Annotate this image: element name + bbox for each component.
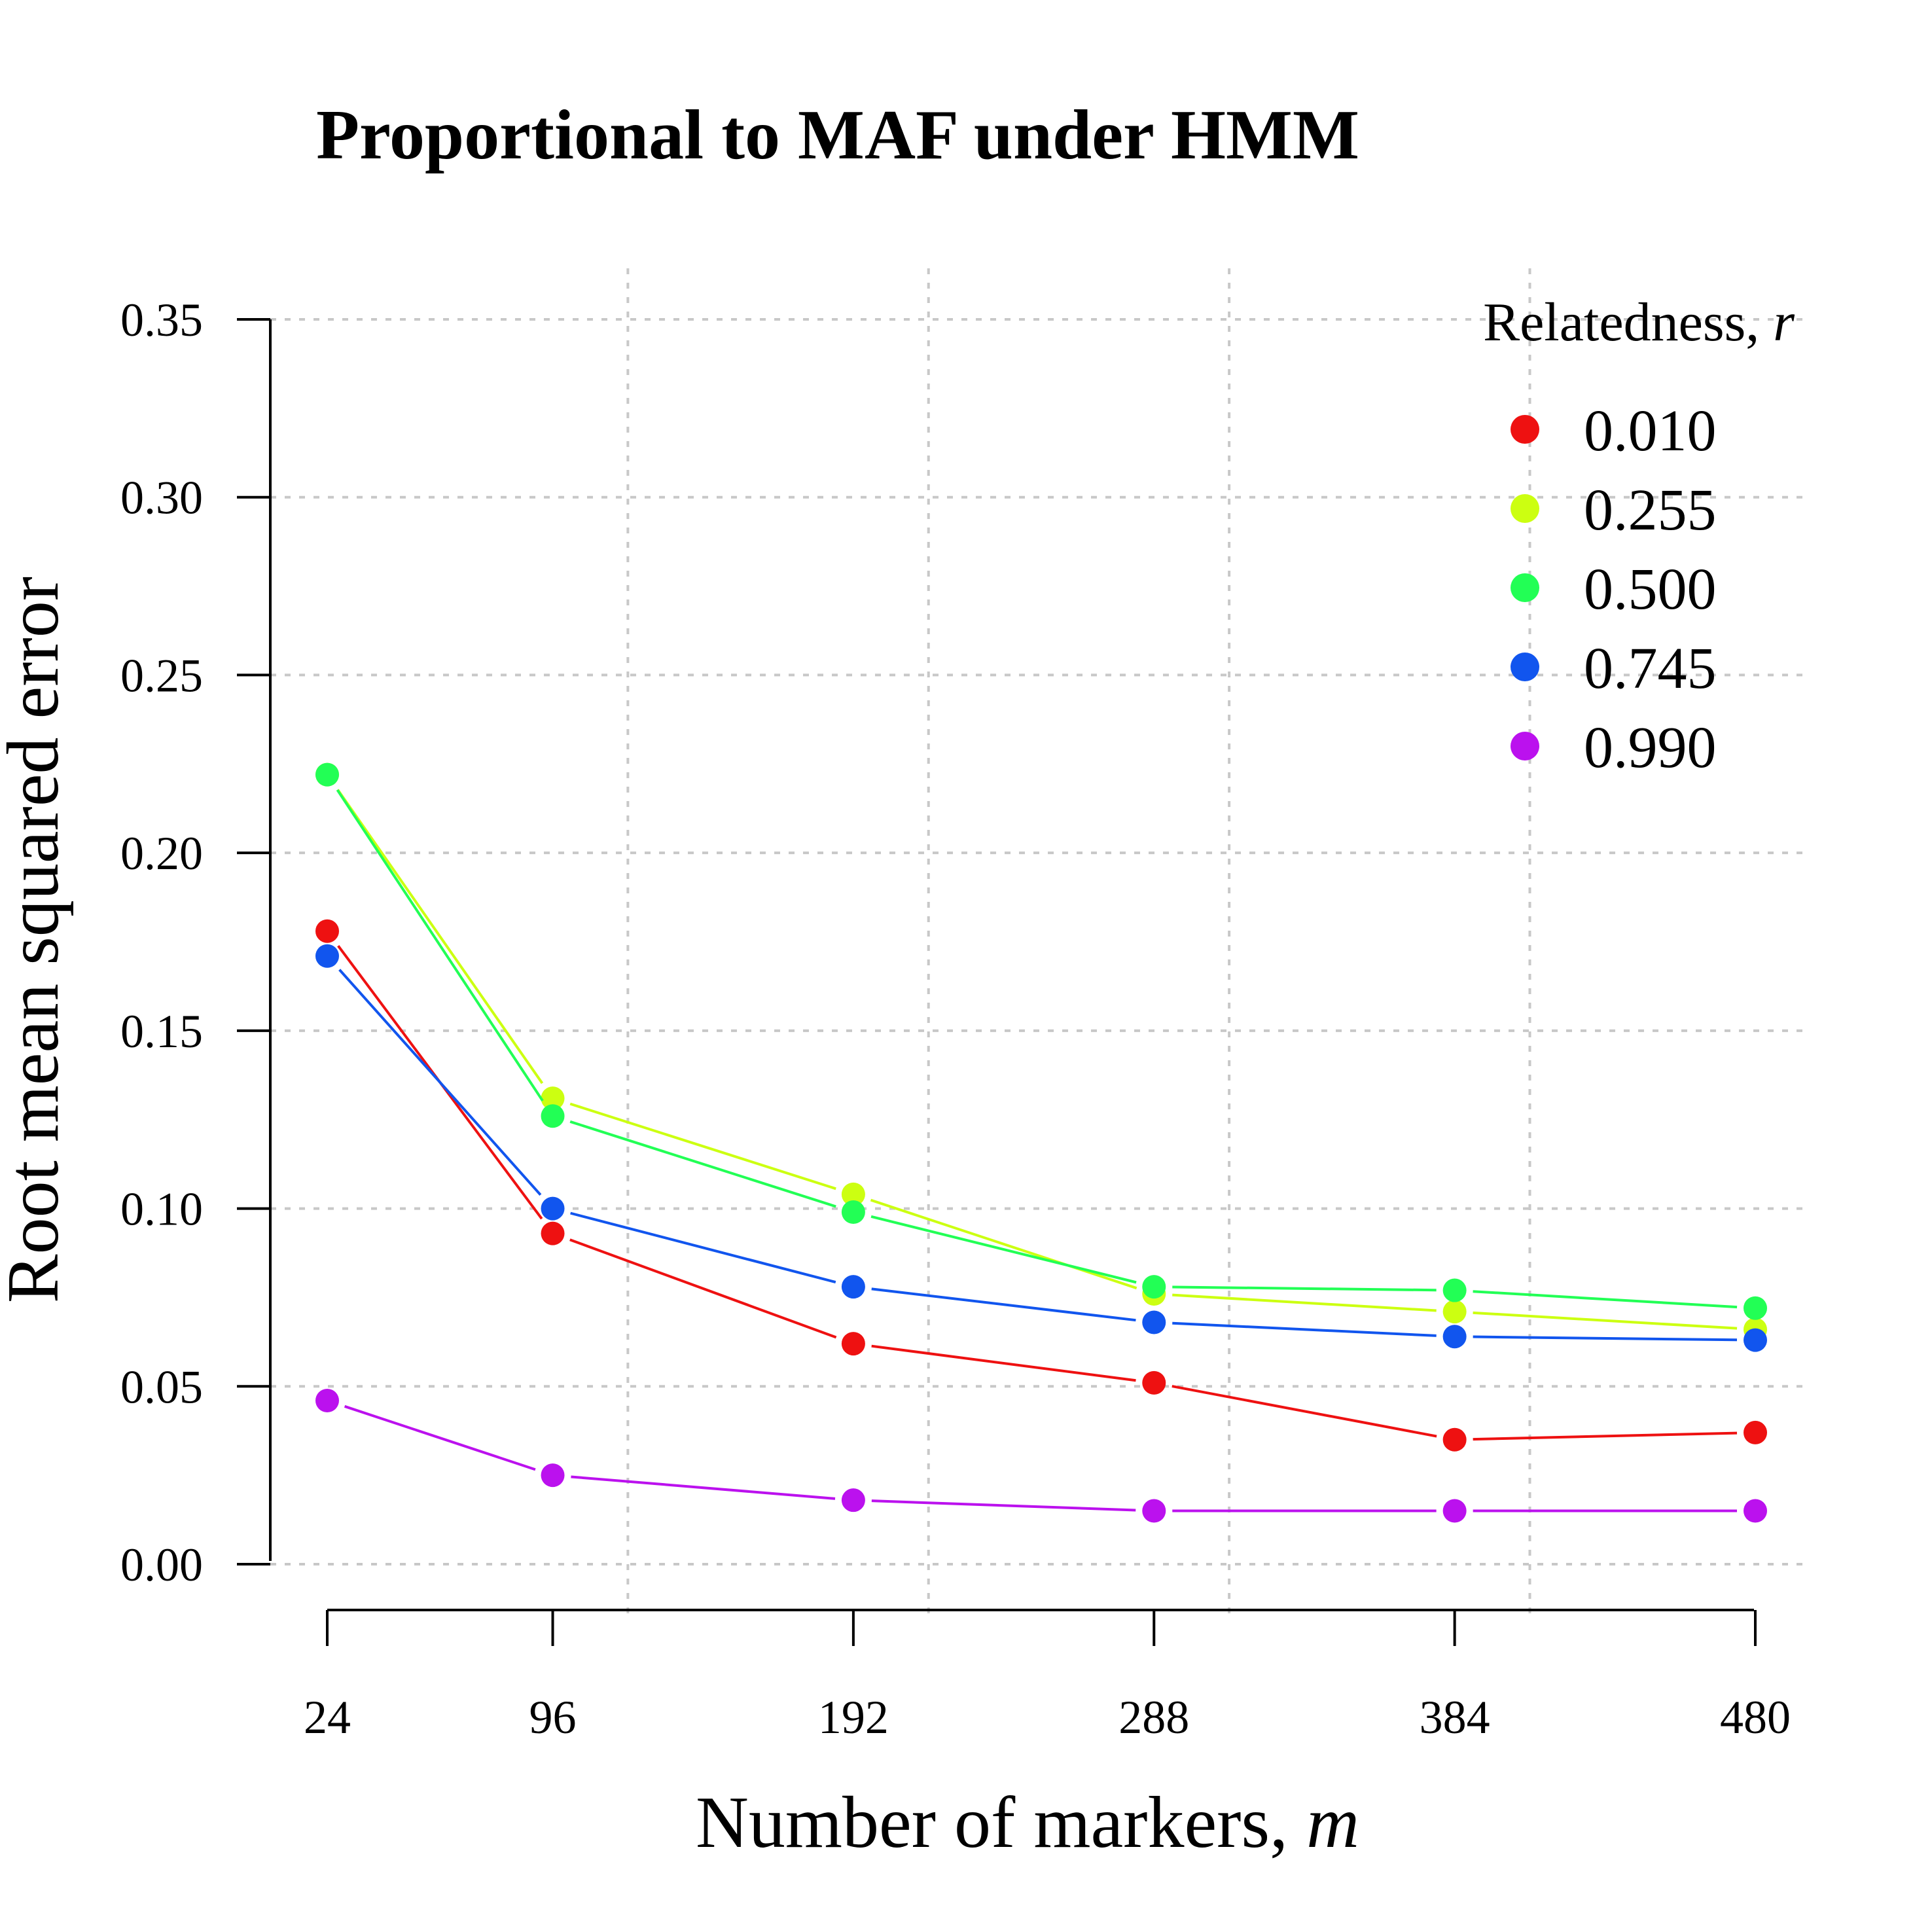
series-segment	[338, 969, 542, 1196]
legend-marker	[1511, 573, 1539, 602]
data-point	[841, 1182, 865, 1206]
series-segment	[569, 1238, 837, 1339]
data-point	[541, 1086, 565, 1111]
data-point	[541, 1196, 565, 1221]
x-tick-label: 192	[818, 1691, 889, 1744]
data-point	[841, 1488, 865, 1512]
data-point	[1142, 1370, 1166, 1395]
series-segment	[1172, 1293, 1437, 1312]
data-point	[1142, 1310, 1166, 1334]
data-point	[1442, 1427, 1467, 1452]
data-point	[841, 1200, 865, 1225]
data-point	[315, 919, 339, 943]
series-segment	[570, 1211, 836, 1284]
y-tick-label: 0.00	[120, 1539, 203, 1591]
x-tick-label: 480	[1720, 1691, 1791, 1744]
series-group	[315, 762, 1767, 1523]
series-segment	[1172, 1285, 1437, 1292]
series-segment	[1172, 1385, 1437, 1438]
data-point	[315, 1389, 339, 1413]
x-tick-label: 96	[529, 1691, 577, 1744]
series-segment	[571, 1475, 836, 1500]
x-tick-label: 288	[1118, 1691, 1189, 1744]
data-point	[541, 1463, 565, 1488]
series-segment	[336, 789, 544, 1102]
data-point	[1744, 1328, 1767, 1352]
y-tick-label: 0.25	[120, 649, 203, 702]
legend-label: 0.500	[1584, 557, 1717, 622]
legend-label: 0.010	[1584, 399, 1717, 463]
y-tick-label: 0.05	[120, 1361, 203, 1413]
series-segment	[569, 1102, 836, 1190]
data-point	[841, 1332, 865, 1356]
y-tick-label: 0.15	[120, 1005, 203, 1058]
y-axis-title: Root mean squared error	[0, 577, 74, 1303]
data-point	[1142, 1499, 1166, 1523]
y-axis-ticks: 0.00 0.05 0.10 0.15 0.20 0.25 0.30 0.35	[120, 294, 270, 1591]
series-segment	[871, 1499, 1136, 1512]
x-tick-label: 24	[304, 1691, 351, 1744]
series-segment	[1473, 1311, 1738, 1330]
series-segment	[569, 1120, 836, 1208]
grid-lines	[270, 268, 1806, 1617]
data-point	[1442, 1278, 1467, 1302]
series-segment	[1172, 1321, 1437, 1337]
y-tick-label: 0.20	[120, 827, 203, 880]
data-point	[315, 944, 339, 968]
legend-marker	[1511, 653, 1539, 681]
series-segment	[870, 1215, 1137, 1284]
legend-label: 0.745	[1584, 636, 1717, 701]
legend-label: 0.255	[1584, 478, 1717, 543]
series-segment	[1473, 1335, 1738, 1342]
data-point	[315, 762, 339, 787]
data-point	[1442, 1325, 1467, 1349]
series-segment	[870, 1198, 1137, 1290]
series-segment	[871, 1287, 1136, 1322]
legend-marker	[1511, 415, 1539, 444]
axes	[269, 319, 1754, 1611]
legend-marker	[1511, 732, 1539, 760]
series-0.500	[315, 762, 1767, 1320]
data-point	[541, 1104, 565, 1128]
series-segment	[1473, 1290, 1738, 1309]
data-point	[1442, 1300, 1467, 1324]
legend-label: 0.990	[1584, 715, 1717, 780]
y-tick-label: 0.30	[120, 472, 203, 524]
legend-marker	[1511, 494, 1539, 523]
data-point	[1744, 1420, 1767, 1444]
series-segment	[336, 789, 544, 1084]
x-axis-title: Number of markers, m	[696, 1782, 1359, 1863]
series-segment	[344, 1404, 536, 1471]
series-segment	[1473, 1431, 1738, 1441]
data-point	[1744, 1296, 1767, 1320]
data-point	[1442, 1499, 1467, 1523]
y-tick-label: 0.10	[120, 1183, 203, 1236]
data-point	[841, 1275, 865, 1299]
y-tick-label: 0.35	[120, 294, 203, 346]
data-point	[1744, 1499, 1767, 1523]
data-point	[1142, 1275, 1166, 1299]
x-axis-ticks: 24 96 192 288 384 480	[304, 1610, 1791, 1744]
series-segment	[871, 1344, 1136, 1382]
chart-title: Proportional to MAF under HMM	[316, 96, 1359, 174]
data-point	[541, 1221, 565, 1245]
legend-items: 0.010 0.255 0.500 0.745 0.990	[1511, 399, 1717, 780]
series-0.010	[315, 919, 1767, 1452]
series-0.255	[315, 762, 1767, 1342]
legend: Relatedness, r 0.010 0.255 0.500 0.745 0.990	[1483, 292, 1795, 780]
x-tick-label: 384	[1420, 1691, 1490, 1744]
legend-title: Relatedness, r	[1483, 292, 1795, 353]
series-0.745	[315, 944, 1767, 1352]
series-0.990	[315, 1389, 1767, 1523]
